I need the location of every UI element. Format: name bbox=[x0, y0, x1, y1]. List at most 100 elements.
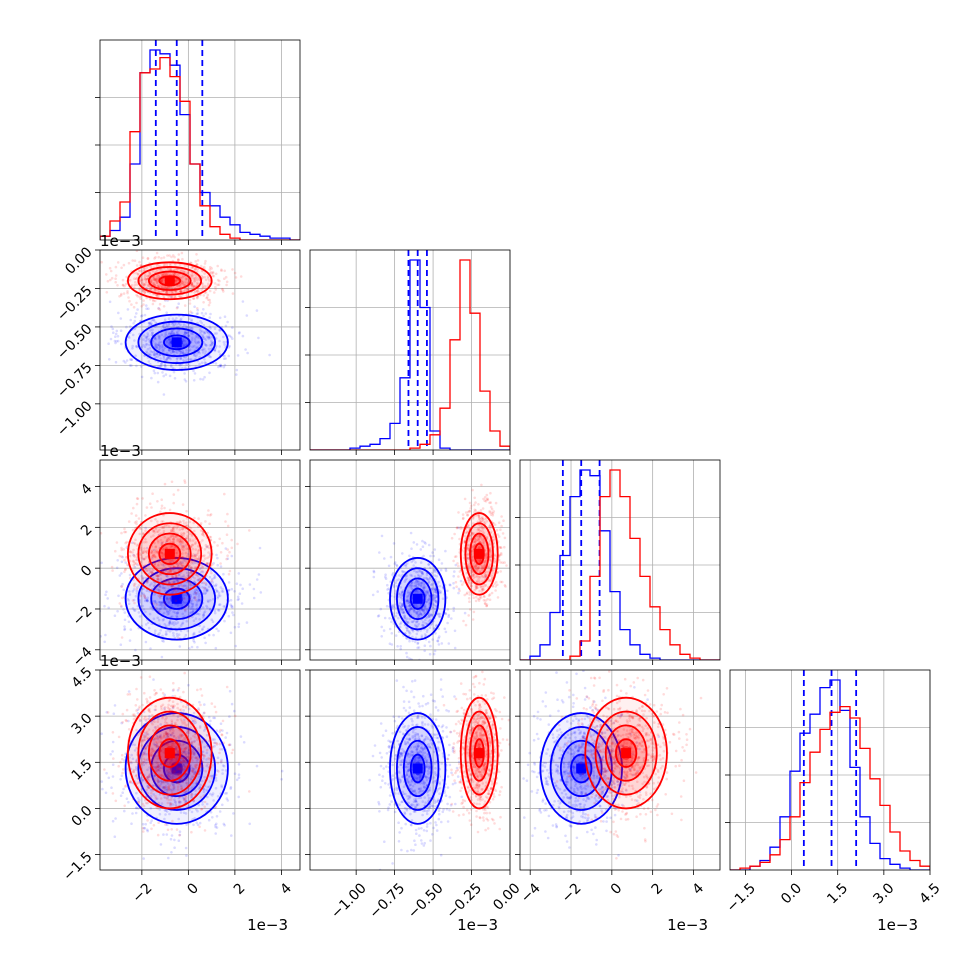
panel-frame bbox=[99, 39, 301, 241]
y-offset-label: 1e−3 bbox=[100, 232, 141, 250]
contour-3 bbox=[158, 738, 182, 768]
scatter-panel-1-0 bbox=[95, 249, 301, 455]
contour-0 bbox=[539, 712, 623, 825]
y-tick-label: 3.0 bbox=[69, 710, 96, 737]
contour-1 bbox=[594, 710, 658, 796]
scatter-panel-3-2 bbox=[515, 669, 721, 875]
contour-2 bbox=[469, 532, 490, 576]
histogram-series-0 bbox=[520, 469, 720, 660]
x-tick-label: −1.5 bbox=[724, 880, 759, 915]
contour-0 bbox=[124, 313, 229, 371]
x-tick-label: −4 bbox=[518, 880, 544, 906]
x-tick-label: 2 bbox=[231, 880, 249, 898]
contour-3 bbox=[163, 587, 191, 610]
histogram-series-0 bbox=[310, 259, 510, 450]
scatter-panel-2-1 bbox=[305, 459, 511, 665]
contour-0 bbox=[127, 696, 213, 810]
x-tick-label: −0.75 bbox=[367, 880, 409, 922]
contour-3 bbox=[615, 738, 638, 768]
contour-1 bbox=[137, 266, 203, 296]
scatter-panel-3-0 bbox=[95, 669, 301, 875]
histogram-series-1 bbox=[730, 705, 930, 870]
contour-3 bbox=[409, 587, 426, 610]
y-tick-label: −0.75 bbox=[54, 360, 96, 402]
x-tick-label: −2 bbox=[559, 880, 585, 906]
histogram-panel-3 bbox=[725, 669, 931, 875]
y-tick-label: −2 bbox=[70, 603, 96, 629]
density-peak bbox=[621, 748, 632, 759]
contour-2 bbox=[604, 724, 648, 782]
contour-2 bbox=[469, 724, 490, 782]
contour-0 bbox=[127, 512, 213, 596]
x-tick-label: 4 bbox=[277, 880, 295, 898]
panel-frame bbox=[519, 669, 721, 871]
contour-0 bbox=[389, 557, 447, 641]
x-tick-label: −1.00 bbox=[328, 880, 370, 922]
y-tick-label: 1.5 bbox=[69, 757, 96, 784]
x-offset-label: 1e−3 bbox=[667, 916, 708, 934]
contour-1 bbox=[137, 320, 217, 364]
y-tick-label: 0.0 bbox=[69, 803, 96, 830]
y-tick-label: 2 bbox=[78, 522, 96, 540]
x-axis-labels-2: −4 −2 0 2 4 1e−3 bbox=[518, 880, 708, 934]
y-tick-label: −0.50 bbox=[54, 321, 96, 363]
x-offset-label: 1e−3 bbox=[877, 916, 918, 934]
histogram-series-1 bbox=[100, 56, 300, 240]
contour-2 bbox=[402, 739, 433, 798]
x-offset-label: 1e−3 bbox=[247, 916, 288, 934]
contour-0 bbox=[127, 261, 213, 301]
x-tick-label: 0.0 bbox=[778, 880, 805, 907]
contour-2 bbox=[150, 327, 204, 358]
density-peak bbox=[164, 275, 175, 286]
contour-2 bbox=[147, 270, 192, 291]
y-tick-label: 4.5 bbox=[69, 664, 96, 691]
x-tick-label: −0.50 bbox=[405, 880, 447, 922]
contour-1 bbox=[464, 522, 494, 586]
contour-3 bbox=[409, 753, 426, 784]
density-peak bbox=[576, 763, 587, 774]
x-tick-label: 4 bbox=[689, 880, 707, 898]
y-tick-label: 0 bbox=[78, 563, 96, 581]
panel-frame bbox=[309, 459, 511, 661]
density-peak bbox=[164, 548, 175, 559]
y-tick-label: 4 bbox=[78, 481, 96, 499]
contour-2 bbox=[402, 577, 433, 621]
panel-frame bbox=[99, 459, 301, 661]
density-peak bbox=[171, 763, 182, 774]
density-peak bbox=[171, 593, 182, 604]
density-peak bbox=[164, 748, 175, 759]
y-tick-label: 0.00 bbox=[62, 244, 95, 277]
contour-1 bbox=[549, 726, 613, 811]
contour-2 bbox=[147, 532, 192, 576]
panel-frame bbox=[519, 459, 721, 661]
panel-frame bbox=[309, 249, 511, 451]
x-tick-label: 0 bbox=[184, 880, 202, 898]
y-tick-label: −0.25 bbox=[54, 283, 96, 325]
contour-3 bbox=[163, 753, 191, 784]
contour-0 bbox=[389, 712, 447, 825]
x-tick-label: −2 bbox=[130, 880, 156, 906]
density-peak bbox=[412, 763, 423, 774]
x-offset-label: 1e−3 bbox=[457, 916, 498, 934]
contour-1 bbox=[137, 567, 217, 631]
scatter-panel-2-0 bbox=[95, 459, 301, 665]
x-tick-label: 0 bbox=[608, 880, 626, 898]
contour-2 bbox=[150, 577, 204, 621]
density-peak bbox=[474, 548, 485, 559]
x-tick-label: 1.5 bbox=[824, 880, 851, 907]
contour-1 bbox=[396, 567, 440, 631]
scatter-points-0 bbox=[371, 526, 488, 660]
histogram-series-1 bbox=[520, 469, 720, 660]
x-tick-label: 3.0 bbox=[870, 880, 897, 907]
scatter-panel-3-1 bbox=[305, 669, 511, 875]
contour-2 bbox=[150, 739, 204, 798]
x-axis-labels-3: −1.5 0.0 1.5 3.0 4.5 1e−3 bbox=[724, 880, 944, 934]
contour-0 bbox=[459, 696, 499, 810]
panel-frame bbox=[99, 249, 301, 451]
y-offset-label: 1e−3 bbox=[100, 652, 141, 670]
y-offset-label: 1e−3 bbox=[100, 442, 141, 460]
contour-1 bbox=[137, 710, 203, 796]
